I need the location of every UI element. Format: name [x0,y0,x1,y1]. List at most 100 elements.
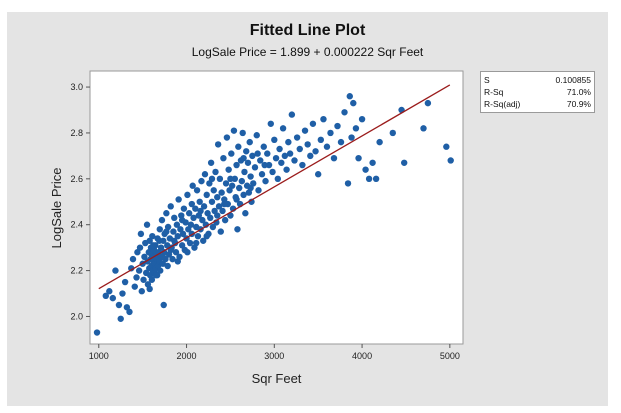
data-point [293,134,301,141]
data-point [350,99,357,107]
y-tick-label: 3.0 [70,82,83,92]
data-point [102,292,109,300]
data-point [196,198,203,205]
data-point [228,150,235,157]
data-point [344,180,352,187]
data-point [358,115,366,123]
data-point [216,175,224,183]
data-point [304,141,311,148]
stat-label: R-Sq [484,87,504,97]
data-point [214,193,221,201]
data-point [276,145,283,153]
data-point [158,216,166,224]
data-point [283,166,290,173]
data-point [244,159,252,166]
data-point [372,175,380,183]
data-point [133,274,140,281]
data-point [279,125,287,132]
data-point [190,214,197,222]
data-point [254,150,261,157]
data-point [219,207,226,215]
data-point [126,308,133,316]
data-point [369,159,376,166]
data-point [197,207,204,215]
data-point [135,267,143,274]
data-point [131,283,138,290]
data-point [173,221,181,228]
stat-label: R-Sq(adj) [484,99,521,109]
data-point [447,157,454,164]
data-point [146,285,153,293]
data-point [170,228,177,235]
data-point [225,166,232,173]
data-point [159,253,167,261]
data-point [400,159,408,166]
data-point [217,228,224,235]
data-point [253,132,260,139]
data-point [187,221,195,228]
data-point [184,249,191,256]
data-point [365,175,373,183]
data-point [307,152,314,160]
data-point [208,198,216,205]
data-point [174,258,181,265]
data-point [210,187,217,194]
stat-row-r-sq-adj: R-Sq(adj) 70.9% [484,98,591,110]
data-point [218,189,225,196]
data-point [251,164,259,171]
chart-title: Fitted Line Plot [249,22,366,39]
data-point [348,134,355,141]
data-point [443,143,450,150]
x-tick-label: 4000 [352,351,372,361]
data-point [355,154,362,162]
data-point [362,166,369,173]
data-point [175,196,182,203]
data-point [231,175,239,183]
data-point [136,244,144,251]
data-point [260,143,267,150]
data-point [269,168,276,176]
data-point [129,255,137,263]
data-point [346,93,353,100]
data-point [156,237,163,244]
data-point [203,232,210,240]
data-point [171,214,178,222]
data-point [330,154,338,162]
data-point [221,196,228,203]
data-point [341,109,348,116]
data-point [299,161,306,169]
data-point [203,191,210,199]
data-point [214,212,221,219]
data-point [188,200,196,208]
data-point [167,203,174,210]
data-point [242,210,249,217]
chart-plot: 1000 2000 3000 4000 5000 2.0 2.2 2.4 2.6 2.8 3.0 S… [49,70,464,386]
x-tick-label: 5000 [440,351,460,361]
data-point [193,187,201,194]
fitted-regression-line [98,84,451,290]
regression-stats-box: S 0.100855 R-Sq 71.0% R-Sq(adj) 70.9% [480,71,595,113]
data-point [247,184,254,192]
stat-value: 0.100855 [555,75,591,85]
data-point [334,122,341,130]
data-point [296,145,303,153]
data-point [309,120,317,127]
data-point [149,242,157,249]
y-axis-title: LogSale Price [49,168,64,249]
data-point [194,232,202,240]
data-point [272,154,280,162]
data-point [169,255,176,263]
data-point [121,278,129,286]
x-axis-title: Sqr Feet [252,371,302,386]
data-point [376,138,383,146]
data-point [148,276,156,283]
data-point [201,171,209,178]
data-point [141,253,148,261]
data-point [301,127,309,134]
data-point [115,301,123,309]
data-point [274,175,282,183]
data-point [160,301,167,309]
data-point [128,265,135,272]
data-point [106,288,113,295]
data-point [185,210,193,217]
